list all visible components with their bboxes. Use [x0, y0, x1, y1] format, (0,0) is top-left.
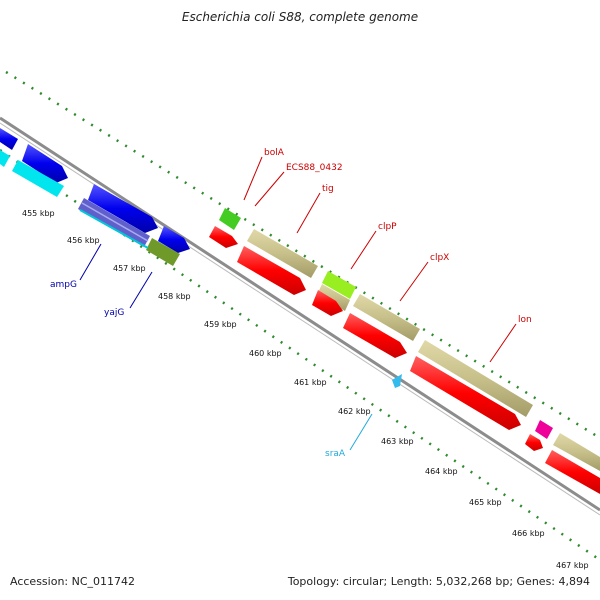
kbp-label: 464 kbp — [425, 467, 458, 476]
label-tig[interactable]: tig — [322, 184, 334, 194]
gene-cyan-2[interactable] — [12, 160, 64, 197]
kbp-label: 457 kbp — [113, 264, 146, 273]
gene-clpX-cds[interactable] — [343, 313, 407, 358]
gene-cyan-strip — [79, 209, 149, 249]
gene-small-cds[interactable] — [525, 434, 543, 451]
kbp-label: 460 kbp — [249, 349, 282, 358]
kbp-label: 459 kbp — [204, 320, 237, 329]
gene-bolA[interactable] — [219, 208, 241, 230]
gene-tig-cds[interactable] — [237, 246, 306, 295]
label-bolA[interactable]: bolA — [264, 148, 285, 158]
gene-ampG[interactable] — [78, 198, 150, 247]
gene-labels: bolA ECS88_0432 tig clpP clpX lon ampG y… — [50, 148, 532, 459]
gene-clpX[interactable] — [353, 294, 420, 341]
gene-cyan-1[interactable] — [0, 150, 10, 167]
gene-clpP-khaki[interactable] — [317, 284, 350, 311]
gene-right-khaki[interactable] — [553, 433, 600, 471]
kbp-label: 458 kbp — [158, 292, 191, 301]
label-clpP[interactable]: clpP — [378, 222, 397, 232]
page-title: Escherichia coli S88, complete genome — [181, 10, 419, 24]
gene-blue-ampG-top[interactable] — [88, 184, 158, 233]
gene-blue-2[interactable] — [22, 144, 68, 183]
kbp-label: 462 kbp — [338, 407, 371, 416]
gene-yajG[interactable] — [146, 238, 180, 266]
kbp-label: 455 kbp — [22, 209, 55, 218]
gene-magenta[interactable] — [535, 420, 553, 439]
gene-lon[interactable] — [418, 340, 533, 417]
gene-blue-yajG[interactable] — [158, 226, 190, 253]
label-ECS88_0432[interactable]: ECS88_0432 — [286, 163, 343, 173]
gene-tig[interactable] — [247, 229, 318, 278]
gene-sraA[interactable] — [392, 374, 402, 388]
gene-clpP-cds[interactable] — [312, 290, 343, 316]
kbp-label: 461 kbp — [294, 378, 327, 387]
accession-label: Accession: NC_011742 — [10, 575, 136, 588]
genome-backbone — [0, 116, 600, 516]
gene-clpP[interactable] — [322, 271, 356, 299]
genome-summary: Topology: circular; Length: 5,032,268 bp… — [287, 575, 590, 588]
gene-blue-1[interactable] — [0, 128, 18, 150]
label-leaders — [79, 156, 517, 451]
label-sraA[interactable]: sraA — [325, 449, 346, 459]
label-yajG[interactable]: yajG — [104, 308, 124, 318]
kbp-label: 465 kbp — [469, 498, 502, 507]
outer-tick-track — [5, 70, 600, 440]
kbp-label: 463 kbp — [381, 437, 414, 446]
gene-bolA-cds[interactable] — [209, 226, 238, 248]
kbp-label: 467 kbp — [556, 561, 589, 570]
gene-lon-cds[interactable] — [410, 356, 521, 430]
kbp-labels: 455 kbp 456 kbp 457 kbp 458 kbp 459 kbp … — [22, 209, 589, 570]
label-clpX[interactable]: clpX — [430, 253, 449, 263]
kbp-label: 456 kbp — [67, 236, 100, 245]
label-lon[interactable]: lon — [518, 315, 532, 325]
label-ampG[interactable]: ampG — [50, 280, 77, 290]
gene-right-cds[interactable] — [545, 450, 600, 494]
kbp-label: 466 kbp — [512, 529, 545, 538]
